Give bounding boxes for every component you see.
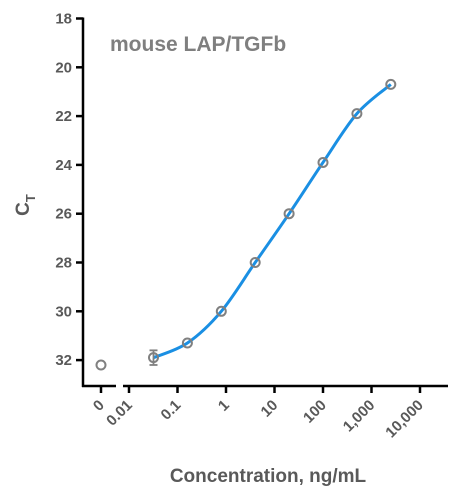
y-tick-label: 28 xyxy=(55,255,72,272)
x-tick-label: 100 xyxy=(300,397,330,427)
data-point xyxy=(215,305,227,317)
y-tick-label: 24 xyxy=(55,157,72,174)
data-point xyxy=(317,156,329,168)
data-point xyxy=(249,257,261,268)
plot-area xyxy=(95,78,397,371)
y-tick-label: 22 xyxy=(55,108,72,125)
x-axis: 00.01 0.1 1 10 100 1,000 10,000 xyxy=(82,384,448,441)
x-tick-label: 10,000 xyxy=(382,397,426,441)
data-point xyxy=(181,337,193,349)
x-tick-label: 1,000 xyxy=(340,397,379,436)
data-point xyxy=(147,352,159,364)
data-point xyxy=(283,208,295,220)
y-axis-title-main: C xyxy=(13,202,34,216)
y-tick-label: 18 xyxy=(55,11,72,28)
x-tick-label: 10 xyxy=(258,397,282,421)
data-point xyxy=(385,78,397,90)
x-tick-label: 1 xyxy=(215,397,233,415)
x-axis-title: Concentration, ng/mL xyxy=(170,466,367,487)
y-tick-label: 30 xyxy=(55,303,72,320)
y-tick-label: 32 xyxy=(55,352,72,369)
x-tick-label: 0 xyxy=(90,397,108,415)
chart-title: mouse LAP/TGFb xyxy=(110,33,286,56)
y-axis-title: CT xyxy=(13,194,38,216)
x-tick-label: 0.01 xyxy=(103,397,136,430)
y-tick-label: 20 xyxy=(55,59,72,76)
data-point xyxy=(351,108,363,120)
fit-curve xyxy=(152,83,392,360)
y-axis: 18 20 22 24 26 28 30 32 xyxy=(55,11,85,387)
x-tick-label: 0.1 xyxy=(158,397,185,424)
data-point-zero xyxy=(95,359,107,371)
y-axis-title-sub: T xyxy=(23,194,38,202)
y-tick-label: 26 xyxy=(55,206,72,223)
